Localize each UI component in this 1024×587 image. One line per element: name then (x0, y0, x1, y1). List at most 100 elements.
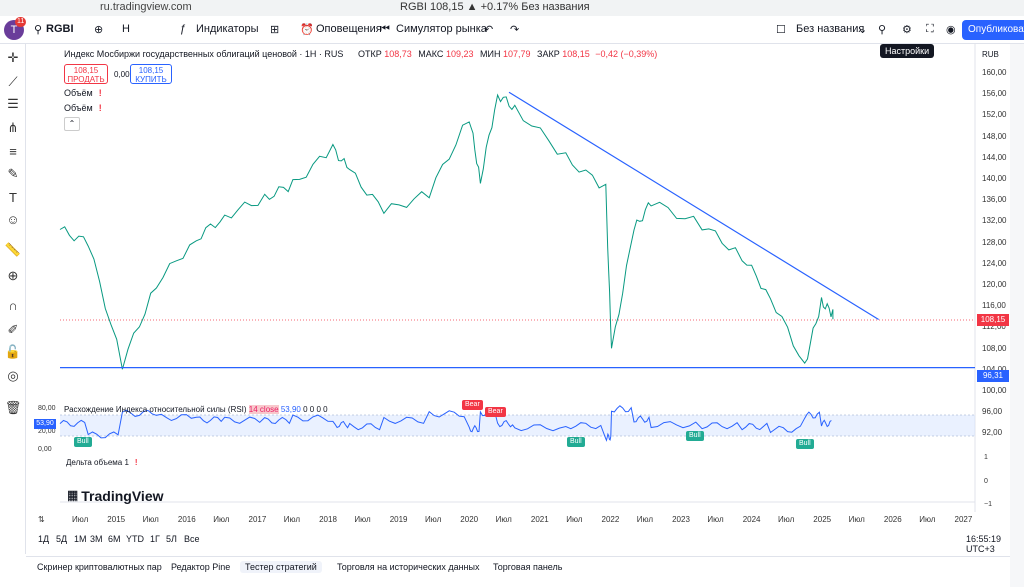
price-axis-label: 108,00 (982, 343, 1007, 353)
range-button[interactable]: 5Л (166, 534, 177, 544)
time-axis-settings-icon[interactable]: ⇅ (38, 515, 45, 524)
templates-icon[interactable]: ⊞ (270, 24, 280, 36)
replay-button[interactable]: Симулятор рынка (396, 23, 487, 35)
crosshair-icon[interactable]: ✛ (7, 50, 19, 65)
search-icon[interactable]: ⚲ (34, 24, 43, 36)
time-axis-label: Июл (425, 515, 442, 524)
right-sidebar (1010, 44, 1024, 587)
currency-label[interactable]: RUB (982, 50, 999, 59)
browser-bar: ru.tradingview.com RGBI 108,15 ▲ +0.17% … (0, 0, 1024, 16)
alert-icon: ⏰ (300, 24, 314, 36)
price-axis-label: 160,00 (982, 68, 1007, 77)
trend-line-icon[interactable]: ⟋ (8, 74, 18, 89)
time-axis-label: 2020 (460, 515, 479, 524)
fib-icon[interactable]: ≡ (9, 144, 17, 159)
pitchfork-icon[interactable]: ⋔ (7, 120, 19, 135)
url-text[interactable]: ru.tradingview.com (100, 1, 192, 13)
layout-dropdown-icon[interactable]: ⌄ (858, 24, 868, 36)
add-symbol-icon[interactable]: ⊕ (94, 24, 104, 36)
brush-icon[interactable]: ✎ (7, 166, 19, 181)
bottom-tab[interactable]: Редактор Pine (171, 562, 231, 572)
magnet-icon[interactable]: ∩ (8, 298, 18, 313)
range-button[interactable]: 5Д (56, 534, 68, 544)
symbol-search[interactable]: RGBI (46, 23, 74, 35)
time-axis-label: 2021 (530, 515, 549, 524)
warning-icon[interactable]: ! (98, 103, 102, 113)
trash-icon[interactable]: 🗑 (4, 400, 22, 415)
high-value: 109,23 (445, 49, 474, 59)
avatar[interactable]: T 11 (4, 17, 27, 40)
range-button[interactable]: 3М (90, 534, 103, 544)
horizontal-lines-icon[interactable]: ☰ (7, 96, 19, 111)
ruler-icon[interactable]: 📏 (4, 242, 22, 257)
range-button[interactable]: Все (184, 534, 200, 544)
delta-volume-indicator[interactable]: Дельта объема 1! (66, 458, 138, 467)
range-button[interactable]: 1Г (150, 534, 160, 544)
range-button[interactable]: 1М (74, 534, 87, 544)
time-axis-label: Июл (283, 515, 301, 524)
price-axis-label: 120,00 (982, 280, 1007, 289)
rsi-band (60, 415, 975, 436)
chart-canvas[interactable] (0, 44, 1010, 514)
camera-icon[interactable]: ◉ (946, 24, 956, 36)
price-axis-label: 132,00 (982, 216, 1007, 226)
time-axis-label: 2019 (389, 515, 408, 524)
rsi-line (59, 405, 832, 442)
redo-icon[interactable]: ↷ (510, 24, 520, 36)
open-value: 108,73 (384, 49, 412, 59)
lock-icon[interactable]: 🔓 (4, 344, 22, 359)
price-axis-label: 116,00 (982, 301, 1006, 311)
price-axis-label: 104,00 (982, 365, 1006, 374)
bottom-tab[interactable]: Скринер криптовалютных пар (37, 562, 162, 572)
bottom-tab[interactable]: Торговля на исторических данных (337, 562, 480, 572)
time-axis-label: 2016 (177, 515, 196, 524)
bull-signal: Bull (796, 439, 814, 449)
instrument-name[interactable]: Индекс Мосбиржи государственных облигаци… (64, 49, 344, 59)
tradingview-logo[interactable]: 𝄜 TradingView (68, 488, 164, 504)
bull-signal: Bull (686, 431, 704, 441)
gear-icon[interactable]: ⚙ (902, 24, 912, 36)
high-label: МАКС (418, 49, 444, 59)
fullscreen-icon[interactable]: ⛶ (926, 23, 934, 35)
price-axis-label: 112,00 (982, 322, 1006, 332)
time-axis[interactable]: ⇅ Июл 2015 Июл 2016 Июл 2017 Июл 2018 Июл 2019 Июл… (26, 512, 1010, 528)
price-axis-label: 92,00 (982, 428, 1003, 438)
bull-signal: Bull (567, 437, 585, 447)
quick-search-icon[interactable]: ⚲ (878, 24, 887, 36)
bear-signal: Bear (462, 400, 483, 410)
rsi-indicator-title[interactable]: Расхождение Индекса относительной силы (… (64, 405, 328, 414)
alerts-button[interactable]: Оповещения (316, 23, 382, 35)
range-button[interactable]: 6М (108, 534, 121, 544)
time-axis-label: Июл (636, 515, 654, 524)
lock-draw-icon[interactable]: ✐ (7, 322, 19, 337)
zoom-icon[interactable]: ⊕ (7, 268, 19, 283)
low-label: МИН (479, 49, 501, 59)
emoji-icon[interactable]: ☺ (6, 212, 20, 227)
range-button[interactable]: YTD (126, 534, 144, 544)
rsi-current-tag: 53,90 (34, 419, 56, 429)
bull-signal: Bull (74, 437, 92, 447)
sell-button[interactable]: 108,15 ПРОДАТЬ (64, 64, 108, 84)
clock[interactable]: 16:55:19 UTC+3 (966, 534, 1002, 554)
bottom-tab[interactable]: Торговая панель (493, 562, 563, 572)
price-axis-label: 144,00 (982, 152, 1007, 162)
bottom-tab[interactable]: Тестер стратегий (240, 561, 322, 573)
volume-indicator-2[interactable]: Объём! (64, 103, 102, 113)
warning-icon[interactable]: ! (98, 88, 102, 98)
spread-value: 0,00 (114, 70, 130, 79)
publish-button[interactable]: Опубликовать (962, 20, 1024, 40)
collapse-legend-icon[interactable]: ⌃ (64, 117, 80, 131)
range-button[interactable]: 1Д (38, 534, 50, 544)
eye-icon[interactable]: ◎ (7, 368, 19, 383)
buy-button[interactable]: 108,15 КУПИТЬ (130, 64, 172, 84)
layout-name-button[interactable]: Без названия (796, 23, 865, 35)
indicators-button[interactable]: Индикаторы (196, 23, 259, 35)
time-axis-label: Июл (72, 515, 89, 524)
undo-icon[interactable]: ↶ (484, 24, 494, 36)
interval-button[interactable]: H (122, 23, 130, 35)
close-label: ЗАКР (537, 49, 560, 59)
volume-indicator-1[interactable]: Объём! (64, 88, 102, 98)
warning-icon[interactable]: ! (134, 458, 138, 467)
rsi-axis-0: 0,00 (38, 446, 52, 453)
text-icon[interactable]: T (9, 190, 17, 205)
